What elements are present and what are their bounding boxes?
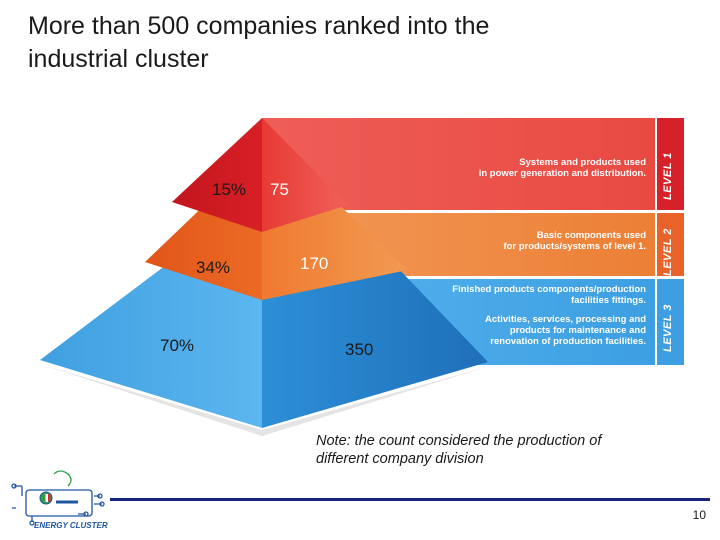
level-2-right-face xyxy=(262,196,408,300)
level-1-description: Systems and products used in power gener… xyxy=(478,157,646,179)
level-1-band xyxy=(262,118,655,210)
energy-cluster-logo xyxy=(11,470,105,526)
slide-title-line-2: industrial cluster xyxy=(28,45,209,73)
footnote-line-2: different company division xyxy=(316,451,484,467)
level-1-tag-bg xyxy=(657,118,684,210)
level-2-tag: LEVEL 2 xyxy=(662,228,674,276)
level-1-count: 75 xyxy=(270,180,289,199)
level-3-right-face xyxy=(262,265,488,428)
page-number: 10 xyxy=(692,508,706,522)
pyramid-diagram xyxy=(40,118,684,436)
level-3-percent: 70% xyxy=(160,336,195,355)
level-3-description: Finished products components/production … xyxy=(452,284,646,306)
level-1-tag: LEVEL 1 xyxy=(662,152,674,200)
level-3-left-face xyxy=(40,265,262,428)
level-2-percent: 34% xyxy=(196,258,231,277)
level-2-description: Basic components used for products/syste… xyxy=(503,230,646,252)
footnote-line-1: Note: the count considered the productio… xyxy=(316,433,602,449)
footer-divider xyxy=(110,498,710,501)
slide-title-line-1: More than 500 companies ranked into the xyxy=(28,12,490,40)
footnote: Note: the count considered the productio… xyxy=(316,432,696,468)
level-1-left-face xyxy=(172,118,262,232)
level-1-right-face xyxy=(262,118,348,232)
level-3-tag: LEVEL 3 xyxy=(662,304,674,352)
level-3-description-2: Activities, services, processing and pro… xyxy=(484,314,646,347)
level-3-tag-bg xyxy=(657,279,684,365)
slide-title: More than 500 companies ranked into the … xyxy=(28,10,668,76)
logo-text: ENERGY CLUSTER xyxy=(34,521,108,530)
level-1-percent: 15% xyxy=(212,180,247,199)
level-2-count: 170 xyxy=(300,254,329,273)
level-3-count: 350 xyxy=(345,340,374,359)
level-2-tag-bg xyxy=(657,213,684,276)
